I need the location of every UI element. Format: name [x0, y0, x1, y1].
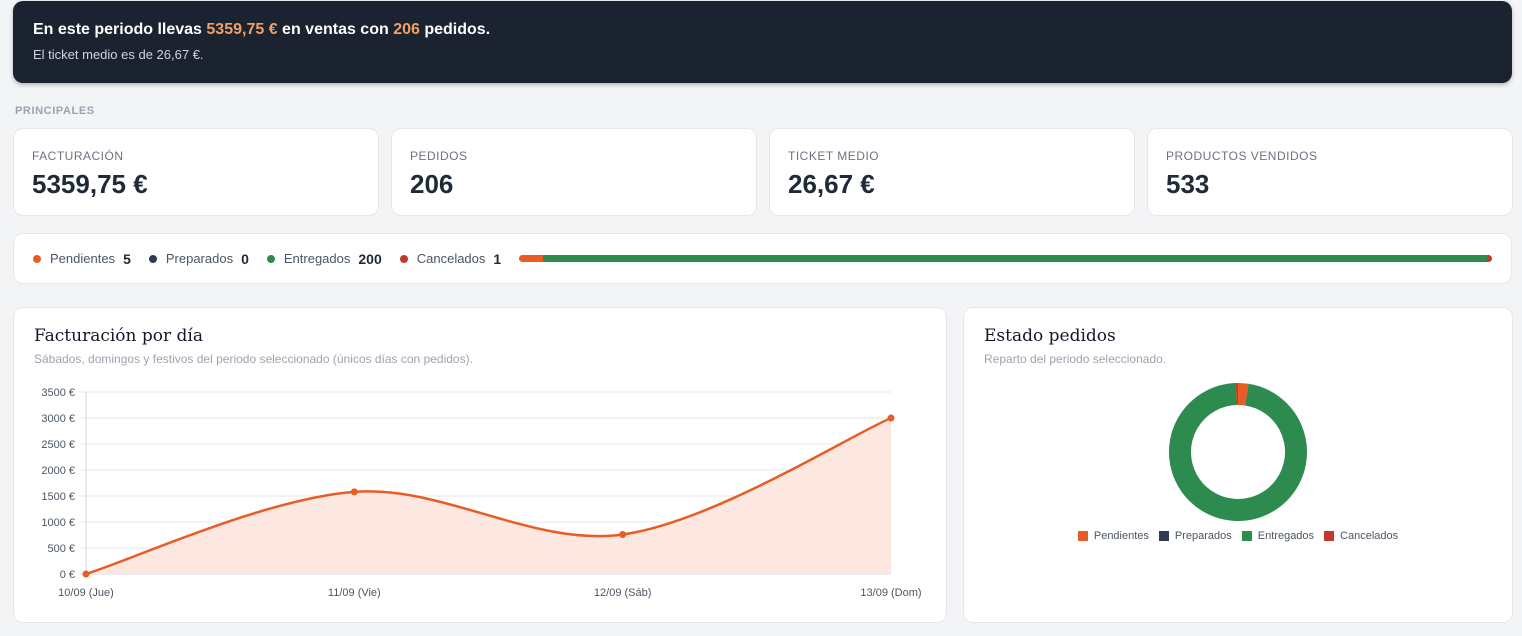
status-dot-icon: [33, 254, 41, 263]
banner-avg-ticket: El ticket medio es de 26,67 €.: [33, 47, 204, 62]
status-dot-icon: [266, 254, 275, 263]
legend-item-cancelados[interactable]: Cancelados: [1324, 530, 1398, 542]
order-status-donut: [1169, 383, 1307, 521]
y-tick-label: 0 €: [60, 569, 75, 581]
status-preparados: Preparados 0: [148, 250, 249, 267]
chart-subtitle: Sábados, domingos y festivos del periodo…: [34, 352, 473, 366]
kpi-card-facturacion: FACTURACIÓN 5359,75 €: [13, 128, 379, 216]
banner-headline: En este periodo llevas 5359,75 € en vent…: [33, 20, 1492, 40]
status-label: Cancelados: [416, 251, 486, 266]
status-dot-icon: [148, 254, 157, 263]
legend-label: Pendientes: [1093, 530, 1149, 542]
status-count: 0: [241, 250, 249, 267]
donut-title: Estado pedidos: [984, 326, 1116, 346]
chart-title: Facturación por día: [34, 326, 203, 346]
kpi-card-pedidos: PEDIDOS 206: [391, 128, 757, 216]
order-status-strip: Pendientes 5 Preparados 0 Entregados 200…: [13, 233, 1512, 284]
kpi-card-ticket-medio: TICKET MEDIO 26,67 €: [769, 128, 1135, 216]
banner-prefix: En este periodo llevas: [33, 21, 202, 38]
kpi-value: 26,67 €: [788, 169, 875, 199]
summary-banner: En este periodo llevas 5359,75 € en vent…: [13, 1, 1512, 83]
x-tick-label: 12/09 (Sáb): [594, 587, 651, 599]
status-entregados: Entregados 200: [266, 250, 382, 267]
legend-swatch-icon: [1077, 531, 1088, 541]
status-bar-segment-cancelados: [1487, 255, 1492, 262]
kpi-label: TICKET MEDIO: [788, 149, 880, 163]
data-point[interactable]: [82, 570, 90, 578]
legend-item-preparados[interactable]: Preparados: [1158, 530, 1232, 542]
status-count: 5: [123, 250, 131, 267]
legend-swatch-icon: [1324, 531, 1335, 541]
legend-item-pendientes[interactable]: Pendientes: [1077, 530, 1149, 542]
data-point[interactable]: [887, 414, 895, 422]
kpi-label: FACTURACIÓN: [32, 149, 124, 163]
status-cancelados: Cancelados 1: [399, 250, 502, 267]
data-point[interactable]: [619, 530, 627, 538]
y-tick-label: 3000 €: [41, 413, 75, 425]
status-pendientes: Pendientes 5: [33, 251, 131, 267]
donut-subtitle: Reparto del periodo seleccionado.: [984, 352, 1167, 366]
status-bar-segment-entregados: [542, 255, 1488, 262]
order-status-card: Estado pedidos Reparto del periodo selec…: [963, 307, 1513, 623]
status-label: Pendientes: [50, 251, 116, 266]
kpi-value: 5359,75 €: [32, 169, 148, 199]
status-label: Preparados: [165, 251, 234, 266]
legend-label: Preparados: [1174, 530, 1232, 542]
revenue-line-chart: 0 € 500 € 1000 € 1500 € 2000 € 2500 € 3000 € 35…: [41, 387, 921, 599]
status-count: 1: [493, 250, 502, 267]
donut-legend: Pendientes Preparados Entregados Cancelados: [964, 530, 1512, 542]
y-tick-label: 2500 €: [41, 439, 75, 451]
donut-slice-pendientes[interactable]: [1237, 383, 1249, 406]
status-progress-bar: [519, 255, 1492, 262]
revenue-line: [85, 416, 892, 576]
banner-middle: en ventas con: [282, 21, 389, 38]
y-tick-label: 2000 €: [41, 465, 75, 477]
section-label: PRINCIPALES: [15, 105, 95, 117]
kpi-label: PRODUCTOS VENDIDOS: [1166, 149, 1318, 163]
x-tick-label: 11/09 (Vie): [328, 587, 381, 599]
kpi-value: 206: [410, 169, 454, 199]
revenue-by-day-card: Facturación por día Sábados, domingos y …: [13, 307, 947, 623]
legend-item-entregados[interactable]: Entregados: [1241, 530, 1315, 542]
kpi-label: PEDIDOS: [410, 149, 468, 163]
legend-label: Cancelados: [1340, 530, 1399, 542]
banner-orders-count: 206: [393, 21, 420, 38]
status-label: Entregados: [283, 251, 351, 266]
kpi-card-productos-vendidos: PRODUCTOS VENDIDOS 533: [1147, 128, 1513, 216]
legend-label: Entregados: [1257, 530, 1315, 542]
status-dot-icon: [399, 254, 408, 263]
x-tick-label: 10/09 (Jue): [58, 587, 114, 599]
kpi-value: 533: [1166, 169, 1210, 199]
y-tick-label: 3500 €: [41, 387, 75, 399]
status-count: 200: [358, 250, 382, 267]
data-point[interactable]: [350, 488, 358, 496]
revenue-area-fill: [86, 418, 891, 574]
y-tick-label: 500 €: [47, 543, 75, 555]
donut-slice-entregados[interactable]: [1169, 383, 1307, 521]
legend-swatch-icon: [1158, 531, 1169, 541]
banner-suffix: pedidos.: [424, 21, 491, 38]
y-tick-label: 1000 €: [41, 517, 75, 529]
x-tick-label: 13/09 (Dom): [860, 587, 921, 599]
status-bar-segment-pendientes: [519, 255, 543, 262]
y-tick-label: 1500 €: [41, 491, 75, 503]
legend-swatch-icon: [1241, 531, 1252, 541]
banner-sales-amount: 5359,75 €: [206, 21, 278, 38]
